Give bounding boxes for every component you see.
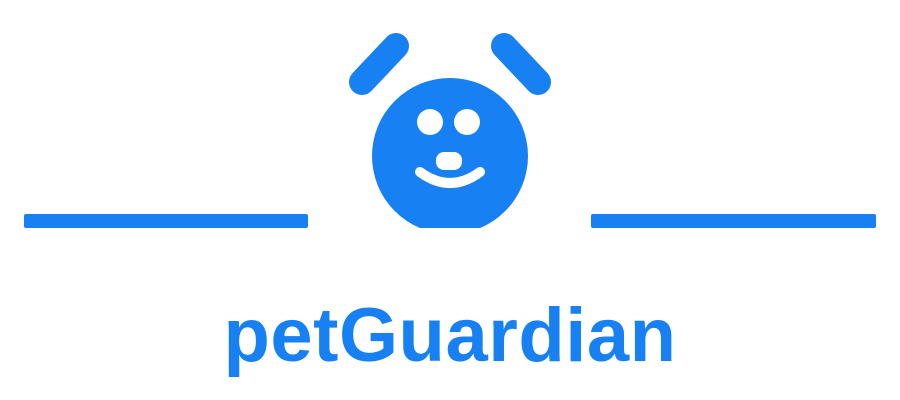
dog-face-icon bbox=[349, 33, 551, 228]
right-divider-line bbox=[591, 214, 876, 228]
left-ear-icon bbox=[349, 33, 409, 95]
mouth-smile-icon bbox=[415, 167, 485, 188]
brand-name: petGuardian bbox=[223, 293, 677, 378]
right-eye-icon bbox=[454, 109, 480, 135]
right-ear-icon bbox=[491, 33, 551, 95]
left-eye-icon bbox=[417, 109, 443, 135]
nose-icon bbox=[436, 152, 462, 170]
left-divider-line bbox=[24, 214, 308, 228]
